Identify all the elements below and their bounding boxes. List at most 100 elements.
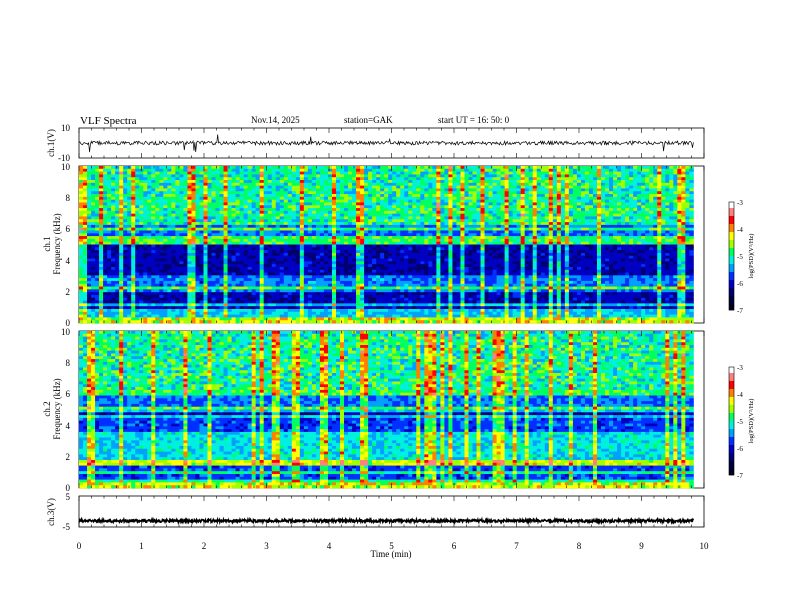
spectrogram-cell bbox=[115, 250, 120, 254]
spectrogram-cell bbox=[143, 230, 148, 234]
spectrogram-cell bbox=[139, 275, 144, 279]
spectrogram-cell bbox=[123, 314, 128, 318]
spectrogram-cell bbox=[251, 236, 257, 240]
spectrogram-cell bbox=[155, 280, 160, 285]
spectrogram-cell bbox=[111, 194, 116, 198]
spectrogram-cell bbox=[223, 314, 228, 318]
spectrogram-cell bbox=[79, 266, 84, 271]
spectrogram-cell bbox=[420, 314, 425, 318]
spectrogram-cell bbox=[187, 244, 192, 248]
spectrogram-cell bbox=[307, 258, 313, 262]
spectrogram-cell bbox=[356, 213, 361, 217]
spectrogram-cell bbox=[127, 314, 132, 318]
spectrogram-cell bbox=[323, 219, 329, 223]
spectrogram-cell bbox=[400, 317, 405, 321]
spectrogram-cell bbox=[191, 208, 196, 212]
spectrogram-cell bbox=[235, 202, 241, 206]
spectrogram-cell bbox=[207, 230, 212, 234]
spectrogram-cell bbox=[247, 286, 253, 290]
spectrogram-cell bbox=[151, 320, 156, 324]
spectrogram-cell bbox=[255, 205, 261, 209]
spectrogram-cell bbox=[235, 266, 241, 271]
spectrogram-cell bbox=[424, 283, 429, 287]
spectrogram-cell bbox=[368, 289, 373, 293]
spectrogram-cell bbox=[167, 275, 172, 279]
spectrogram-cell bbox=[267, 222, 273, 226]
spectrogram-cell bbox=[227, 275, 232, 279]
spectrogram-cell bbox=[143, 210, 148, 215]
spectrogram-cell bbox=[287, 230, 293, 234]
spectrogram-cell bbox=[79, 196, 84, 201]
spectrogram-cell bbox=[211, 196, 216, 201]
spectrogram-cell bbox=[159, 266, 164, 271]
spectrogram-cell bbox=[203, 238, 208, 243]
spectrogram-cell bbox=[279, 168, 285, 172]
spectrogram-cell bbox=[119, 269, 124, 273]
spectrogram-cell bbox=[356, 283, 361, 287]
spectrogram-cell bbox=[83, 174, 88, 178]
spectrogram-cell bbox=[323, 258, 329, 262]
spectrogram-cell bbox=[243, 166, 249, 170]
spectrogram-cell bbox=[119, 168, 124, 172]
spectrogram-cell bbox=[263, 258, 269, 262]
spectrogram-cell bbox=[207, 314, 212, 318]
ch1-waveform-ylabel: ch.1(V) bbox=[46, 129, 56, 157]
spectrogram-cell bbox=[143, 196, 148, 201]
spectrogram-cell bbox=[171, 205, 176, 209]
spectrogram-cell bbox=[91, 264, 96, 268]
spectrogram-cell bbox=[123, 308, 128, 313]
spectrogram-cell bbox=[412, 264, 417, 268]
spectrogram-cell bbox=[376, 224, 381, 229]
spectrogram-cell bbox=[331, 278, 337, 282]
spectrogram-cell bbox=[235, 230, 241, 234]
spectrogram-cell bbox=[115, 261, 120, 265]
spectrogram-cell bbox=[331, 272, 337, 276]
spectrogram-cell bbox=[239, 208, 245, 212]
spectrogram-cell bbox=[123, 199, 128, 203]
spectrogram-cell bbox=[392, 222, 397, 226]
spectrogram-cell bbox=[167, 233, 172, 237]
spectrogram-cell bbox=[175, 311, 180, 315]
spectrogram-cell bbox=[187, 227, 192, 231]
spectrogram-cell bbox=[191, 269, 196, 273]
spectrogram-cell bbox=[127, 233, 132, 237]
spectrogram-cell bbox=[199, 191, 204, 195]
spectrogram-cell bbox=[400, 272, 405, 276]
spectrogram-cell bbox=[163, 227, 168, 231]
spectrogram-cell bbox=[319, 199, 325, 203]
spectrogram-cell bbox=[420, 300, 425, 304]
spectrogram-cell bbox=[271, 205, 277, 209]
spectrogram-cell bbox=[239, 308, 245, 313]
spectrogram-cell bbox=[255, 272, 261, 276]
spectrogram-cell bbox=[223, 264, 228, 268]
spectrogram-cell bbox=[368, 320, 373, 324]
spectrogram-cell bbox=[107, 266, 112, 271]
spectrogram-cell bbox=[412, 230, 417, 234]
spectrogram-cell bbox=[348, 168, 353, 172]
spectrogram-cell bbox=[279, 191, 285, 195]
spectrogram-cell bbox=[263, 174, 269, 178]
spectrogram-cell bbox=[291, 286, 297, 290]
spectrogram-cell bbox=[167, 174, 172, 178]
spectrogram-cell bbox=[191, 308, 196, 313]
spectrogram-cell bbox=[388, 269, 393, 273]
spectrogram-cell bbox=[123, 266, 128, 271]
spectrogram-cell bbox=[348, 314, 353, 318]
spectrogram-cell bbox=[123, 300, 128, 304]
spectrogram-cell bbox=[432, 182, 437, 187]
spectrogram-cell bbox=[424, 188, 429, 192]
spectrogram-cell bbox=[243, 180, 249, 184]
spectrogram-cell bbox=[396, 317, 401, 321]
spectrogram-cell bbox=[428, 320, 433, 324]
spectrogram-cell bbox=[179, 213, 184, 217]
spectrogram-cell bbox=[279, 236, 285, 240]
spectrogram-cell bbox=[372, 311, 377, 315]
spectrogram-cell bbox=[91, 177, 96, 181]
spectrogram-cell bbox=[155, 222, 160, 226]
spectrogram-cell bbox=[159, 289, 164, 293]
spectrogram-cell bbox=[207, 233, 212, 237]
spectrogram-cell bbox=[107, 303, 112, 307]
spectrogram-cell bbox=[271, 241, 277, 245]
spectrogram-cell bbox=[203, 300, 208, 304]
spectrogram-cell bbox=[239, 306, 245, 310]
